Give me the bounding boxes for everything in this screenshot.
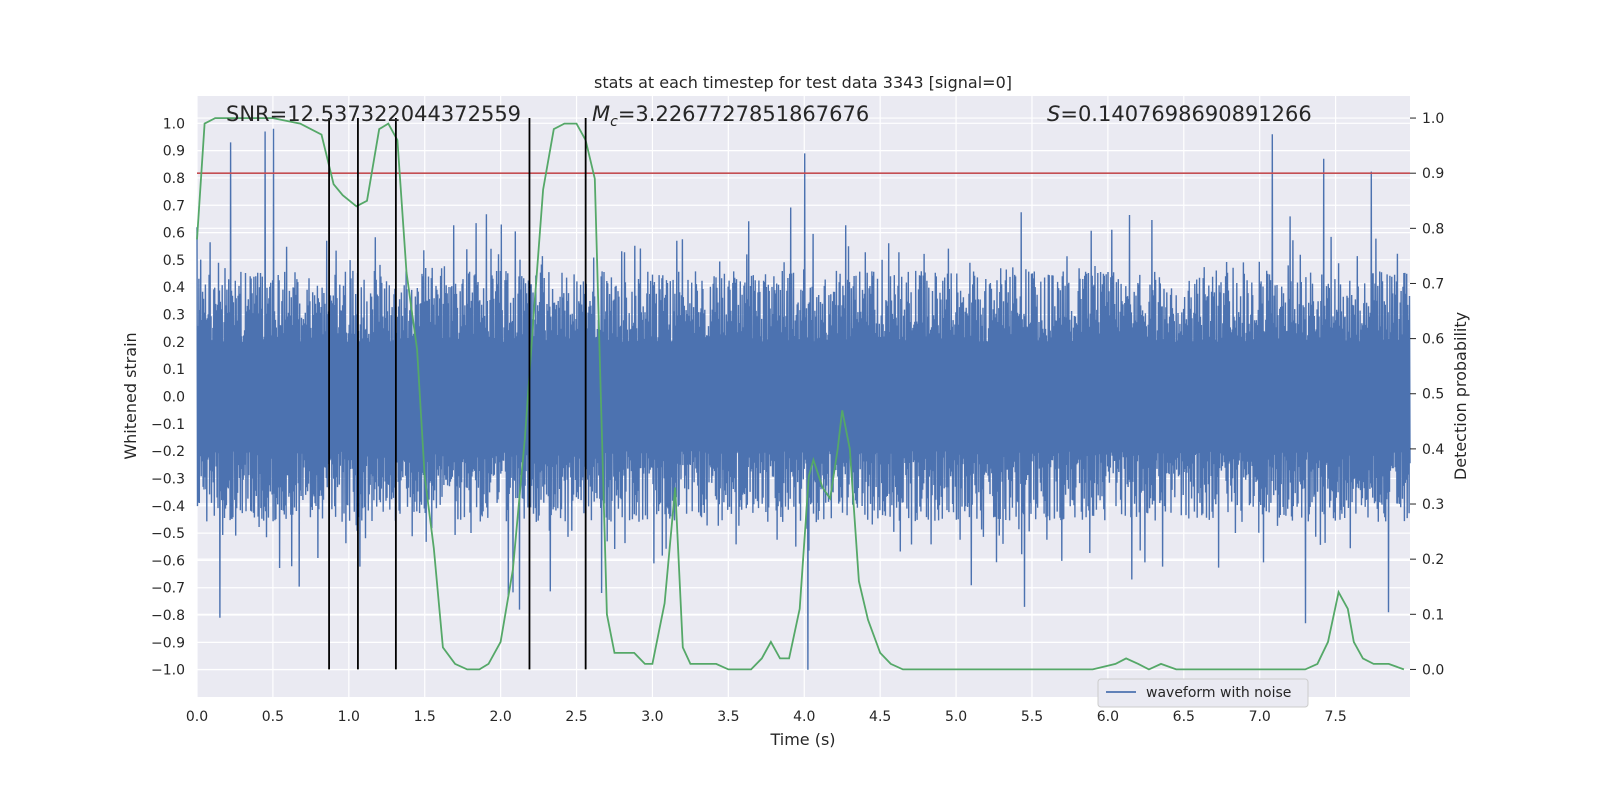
y-right-tick-label: 0.7 [1422,276,1444,292]
x-tick-label: 2.5 [565,709,587,725]
y-tick-label: 0.1 [163,362,185,378]
y-tick-label: −0.4 [151,499,185,515]
waveform-series [196,128,1411,670]
y-axis-right-ticks: 1.0 0.9 0.8 0.7 0.6 0.5 0.4 0.3 0.2 0.1 0.0 [1410,111,1444,678]
y-right-tick-label: 0.3 [1422,497,1444,513]
y-tick-label: −0.9 [151,635,185,651]
y-axis-ticks: 1.0 0.9 0.8 0.7 0.6 0.5 0.4 0.3 0.2 0.1 0.0 −0.1 −0.… [151,116,185,678]
y-right-tick-label: 0.4 [1422,442,1444,458]
y-right-tick-label: 0.5 [1422,387,1444,403]
y-tick-label: −0.6 [151,553,185,569]
y-tick-label: −0.1 [151,417,185,433]
y-tick-label: 0.5 [163,253,185,269]
detection-vlines [328,118,587,670]
y-tick-label: 0.6 [163,226,185,242]
y-right-tick-label: 1.0 [1422,111,1444,127]
y-tick-label: 0.9 [163,144,185,160]
probability-series [196,117,1405,671]
y-tick-label: 0.4 [163,280,185,296]
legend: waveform with noise [1097,678,1309,708]
y-tick-label: −0.8 [151,608,185,624]
y-tick-label: −0.7 [151,581,185,597]
y-tick-label: −0.5 [151,526,185,542]
y-right-tick-label: 0.6 [1422,332,1444,348]
score-annotation: S=0.1407698690891266 [1047,102,1312,126]
y-tick-label: 0.0 [163,390,185,406]
x-tick-label: 6.5 [1173,709,1195,725]
x-tick-label: 1.5 [414,709,436,725]
waveform-line [196,128,1411,670]
probability-line [196,117,1405,671]
y-tick-label: −0.3 [151,471,185,487]
y-axis-right-label: Detection probability [1451,312,1470,480]
x-tick-label: 4.5 [869,709,891,725]
y-right-tick-label: 0.0 [1422,662,1444,678]
x-tick-label: 3.0 [641,709,663,725]
y-tick-label: −0.2 [151,444,185,460]
y-tick-label: 0.3 [163,308,185,324]
x-tick-label: 5.5 [1021,709,1043,725]
y-tick-label: 1.0 [163,116,185,132]
y-right-tick-label: 0.2 [1422,552,1444,568]
x-tick-label: 1.0 [338,709,360,725]
x-tick-label: 2.0 [489,709,511,725]
y-right-tick-label: 0.1 [1422,607,1444,623]
chart-title: stats at each timestep for test data 334… [594,73,1012,92]
x-axis-label: Time (s) [769,730,835,749]
x-tick-label: 7.0 [1249,709,1271,725]
x-tick-label: 5.0 [945,709,967,725]
x-tick-label: 7.5 [1324,709,1346,725]
x-tick-label: 0.0 [186,709,208,725]
legend-label: waveform with noise [1146,685,1291,701]
x-tick-label: 0.5 [262,709,284,725]
y-right-tick-label: 0.9 [1422,166,1444,182]
snr-annotation: SNR=12.537322044372559 [226,102,521,126]
x-tick-label: 3.5 [717,709,739,725]
y-tick-label: 0.8 [163,171,185,187]
chirp-mass-annotation: Mc=3.2267727851867676 [592,102,869,130]
y-tick-label: 0.2 [163,335,185,351]
x-tick-label: 4.0 [793,709,815,725]
y-right-tick-label: 0.8 [1422,221,1444,237]
legend-box [1097,678,1309,708]
y-axis-label: Whitened strain [121,332,140,459]
y-tick-label: 0.7 [163,198,185,214]
y-tick-label: −1.0 [151,663,185,679]
x-tick-label: 6.0 [1097,709,1119,725]
x-axis-ticks: 0.0 0.5 1.0 1.5 2.0 2.5 3.0 3.5 4.0 4.5 5.0 5.5 6.0 6… [186,709,1347,725]
